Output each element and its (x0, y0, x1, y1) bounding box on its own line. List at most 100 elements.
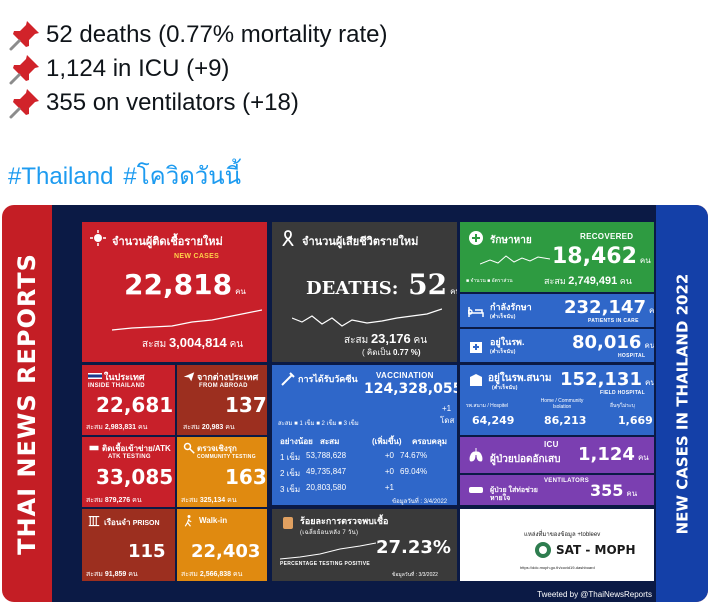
positive-rate-value: 27.23% (376, 537, 451, 558)
hospital-panel: อยู่ในรพ. (ต่ำเร็จนับ) 80,016 คน HOSPITAL (460, 329, 654, 362)
pushpin-icon (9, 89, 39, 119)
panel-title: กำลังรักษา (490, 302, 532, 312)
panel-title: ในประเทศ (104, 372, 145, 382)
tweet-line-deaths: 52 deaths (0.77% mortality rate) (8, 18, 388, 52)
source-brand: SAT - MOPH (556, 543, 636, 557)
atk-value: 33,085 (96, 465, 174, 489)
source-url: https://ddc.moph.go.th/covid19-dashboard (520, 565, 595, 570)
bed-icon (468, 307, 484, 317)
panel-title: ร้อยละการตรวจพบเชื้อ (300, 516, 389, 526)
panel-label: ATK TESTING (108, 454, 151, 460)
panel-title: อยู่ในรพ.สนาม (488, 373, 552, 384)
panel-label: VENTILATORS (544, 478, 590, 484)
panel-title: อยู่ในรพ. (490, 337, 525, 347)
brand-side-label: THAI NEWS REPORTS (13, 252, 41, 555)
field-col-value: 64,249 (472, 414, 515, 427)
tweet-line-text: 355 on ventilators (+18) (46, 89, 299, 116)
in-care-panel: กำลังรักษา (ต่ำเร็จนับ) 232,147คน PATIEN… (460, 294, 654, 327)
field-col-value: 1,669 (618, 414, 653, 427)
new-cases-sparkline (112, 309, 262, 331)
abroad-value: 137 (225, 393, 267, 417)
new-cases-panel: จำนวนผู้ติดเชื้อรายใหม่ NEW CASES 22,818… (82, 222, 267, 362)
field-hospital-value: 152,131 คน (560, 369, 654, 390)
panel-title: จำนวนผู้ติดเชื้อรายใหม่ (112, 236, 223, 248)
panel-subtitle: (ต่ำเร็จนับ) (492, 385, 518, 391)
title-side-label: NEW CASES IN THAILAND 2022 (656, 205, 708, 602)
vaccination-table-row: 2 เข็ม 49,735,847 +0 69.04% (280, 467, 428, 478)
inside-cumulative: สะสม 2,983,831 คน (86, 424, 148, 431)
panel-label: COMMUNITY TESTING (197, 454, 256, 460)
vaccination-table-row: 3 เข็ม 20,803,580 +1 (280, 483, 394, 494)
positive-rate-sparkline (280, 542, 376, 560)
recovered-cumulative: สะสม 2,749,491 คน (544, 275, 632, 287)
ribbon-icon (282, 230, 294, 246)
field-hospital-icon (470, 374, 482, 386)
vaccination-date: ข้อมูลวันที่ : 3/4/2022 (392, 499, 448, 505)
pushpin-icon (9, 55, 39, 85)
abroad-cumulative: สะสม 20,983 คน (183, 424, 235, 431)
thai-flag-icon (88, 371, 102, 381)
panel-label: FROM ABROAD (199, 383, 248, 389)
walk-in-panel: Walk-in 22,403 สะสม 2,566,838 คน (177, 509, 267, 581)
panel-title: จำนวนผู้เสียชีวิตรายใหม่ (302, 236, 419, 248)
vaccination-panel: การได้รับวัคซีน VACCINATION 124,328,055 … (272, 365, 457, 505)
field-col-header: Home / Community Isolation (540, 398, 584, 410)
virus-icon (90, 230, 106, 246)
atk-panel: ติดเชื้อเข้าข่าย/ATK ATK TESTING 33,085 … (82, 437, 175, 507)
magnifier-icon (183, 442, 195, 454)
new-cases-value: 22,818 คน (124, 268, 246, 301)
recovered-sparkline (480, 255, 550, 265)
icu-panel: ICU ผู้ป่วยปอดอักเสบ 1,124 คน (460, 437, 654, 473)
recovered-value: 18,462 คน (552, 244, 651, 269)
panel-label: ICU (544, 440, 559, 449)
ventilators-panel: VENTILATORS ผู้ป่วย ใส่ท่อช่วยหายใจ 355 ค… (460, 475, 654, 505)
panel-label: NEW CASES (174, 253, 220, 260)
source-label: แหล่งที่มาของข้อมูล +tobleev (524, 532, 601, 538)
panel-title: รักษาหาย (490, 235, 532, 246)
hashtag-link[interactable]: #Thailand (8, 163, 114, 190)
field-col-header: รพ.สนาม / Hospitel (466, 403, 509, 409)
panel-title: ผู้ป่วย ใส่ท่อช่วยหายใจ (490, 487, 538, 502)
walk-in-value: 22,403 (191, 541, 261, 562)
panel-label: RECOVERED (580, 232, 634, 241)
plus-icon (469, 231, 483, 245)
panel-label: FIELD HOSPITAL (600, 390, 645, 396)
lungs-icon (469, 448, 483, 462)
hashtag-link[interactable]: #โควิดวันนี้ (123, 163, 242, 190)
vaccination-total: 124,328,055 (364, 381, 457, 397)
infographic-image[interactable]: THAI NEWS REPORTS NEW CASES IN THAILAND … (2, 205, 708, 602)
recovered-panel: รักษาหาย RECOVERED 18,462 คน ■ จำนวน ■ อั… (460, 222, 654, 292)
panel-label: VACCINATION (376, 371, 434, 380)
syringe-icon (281, 372, 295, 386)
prison-value: 115 (128, 541, 166, 562)
panel-title: เรือนจำ PRISON (104, 518, 160, 527)
tweeted-by-credit: Tweeted by @ThaiNewsReports (537, 590, 652, 599)
walking-icon (184, 515, 192, 527)
new-cases-cumulative: สะสม 3,004,814 คน (142, 335, 244, 350)
atk-cumulative: สะสม 879,276 คน (86, 497, 142, 504)
panel-label: INSIDE THAILAND (88, 383, 145, 389)
in-care-value: 232,147คน (564, 297, 654, 318)
field-hospital-panel: อยู่ในรพ.สนาม (ต่ำเร็จนับ) 152,131 คน FIE… (460, 365, 654, 435)
icu-value: 1,124 คน (578, 444, 649, 465)
walk-in-cumulative: สะสม 2,566,838 คน (181, 571, 243, 578)
panel-subtitle: (ต่ำเร็จนับ) (490, 314, 516, 320)
prison-icon (88, 515, 100, 527)
mortality-rate: ( คิดเป็น 0.77 %) (362, 348, 421, 357)
hospital-icon (470, 342, 482, 353)
field-col-header: อื่นๆ/ไม่ระบุ (610, 403, 635, 409)
vaccination-table-header: อย่างน้อย สะสม (เพิ่มขึ้น) ครอบคลุม (280, 437, 448, 446)
panel-title: Walk-in (199, 516, 228, 525)
hashtags: #Thailand #โควิดวันนี้ (8, 156, 251, 195)
community-value: 163 (225, 465, 267, 489)
deaths-sparkline (292, 308, 442, 327)
tweet-line-ventilators: 355 on ventilators (+18) (8, 86, 299, 120)
deaths-value: DEATHS: 52คน (306, 268, 457, 301)
hospital-value: 80,016 คน (572, 332, 654, 353)
ventilator-icon (469, 487, 483, 493)
tweet-line-text: 1,124 in ICU (+9) (46, 55, 230, 82)
positive-rate-date: ข้อมูลวันที่ : 3/3/2022 (392, 572, 438, 578)
panel-label: PERCENTAGE TESTING POSITIVE (280, 561, 370, 567)
positive-rate-panel: ร้อยละการตรวจพบเชื้อ (เฉลี่ยย้อนหลัง 7 ว… (272, 509, 457, 581)
panel-title: การได้รับวัคซีน (298, 374, 358, 384)
